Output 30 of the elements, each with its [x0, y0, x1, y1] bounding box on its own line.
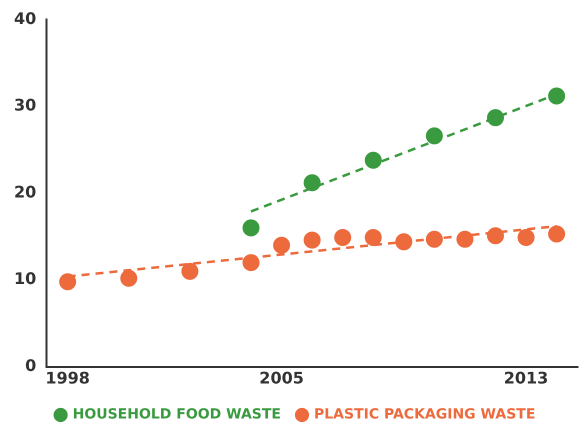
point [181, 262, 198, 280]
y-tick-label: 20 [14, 182, 36, 202]
point [304, 174, 321, 192]
y-tick-label: 30 [14, 96, 36, 115]
point [364, 152, 382, 169]
point [242, 219, 260, 236]
point [548, 87, 566, 104]
point [304, 232, 321, 249]
point [59, 273, 76, 290]
y-tick-label: 10 [14, 269, 36, 288]
point [518, 228, 535, 246]
x-tick-label: 2005 [259, 368, 304, 388]
point [242, 254, 260, 272]
y-tick-label: 0 [25, 356, 36, 375]
point [456, 230, 474, 248]
point [486, 227, 504, 244]
y-tick-label: 40 [14, 8, 36, 28]
x-tick-label: 2013 [504, 368, 548, 388]
x-tick-label: 1998 [45, 368, 90, 388]
point [426, 230, 443, 248]
point [120, 270, 138, 287]
legend-label: PLASTIC PACKAGING WASTE [314, 406, 536, 423]
point [364, 228, 382, 246]
point [395, 233, 412, 250]
point [548, 225, 566, 242]
point [486, 109, 504, 126]
legend-label: HOUSEHOLD FOOD WASTE [72, 406, 281, 423]
point [273, 236, 290, 254]
point [334, 228, 352, 246]
point [426, 127, 443, 144]
